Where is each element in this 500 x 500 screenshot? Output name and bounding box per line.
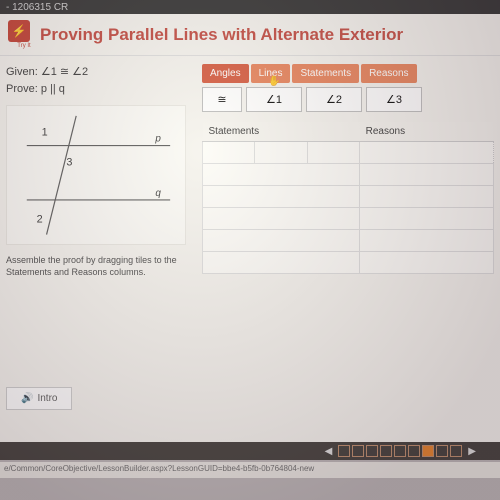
drop-cell[interactable] (203, 142, 255, 164)
line-q-label: q (155, 188, 161, 199)
tryit-badge: ⚡ Try It (8, 20, 40, 49)
tile-tray: ≅ ∠1 ∠2 ∠3 (202, 87, 494, 112)
table-row (203, 252, 494, 274)
nav-step[interactable] (352, 445, 364, 457)
nav-step[interactable] (366, 445, 378, 457)
nav-step-current[interactable] (422, 445, 434, 457)
transversal (47, 116, 77, 235)
nav-step[interactable] (436, 445, 448, 457)
tile-category-tabs: Angles Lines Statements Reasons ✋ (202, 64, 494, 83)
table-row (203, 186, 494, 208)
drop-cell[interactable] (203, 208, 360, 230)
given-text: ∠1 ≅ ∠2 (41, 66, 88, 78)
lightning-icon: ⚡ (12, 25, 27, 37)
address-bar: e/Common/CoreObjective/LessonBuilder.asp… (0, 462, 500, 478)
intro-button[interactable]: 🔊 Intro (6, 387, 72, 410)
table-row (203, 142, 494, 164)
drop-cell[interactable] (360, 208, 494, 230)
lesson-title: Proving Parallel Lines with Alternate Ex… (40, 25, 403, 45)
drop-cell[interactable] (203, 164, 360, 186)
drop-cell[interactable] (360, 252, 494, 274)
right-column: Angles Lines Statements Reasons ✋ ≅ ∠1 ∠… (202, 64, 494, 278)
drop-cell[interactable] (255, 142, 307, 164)
drop-cell[interactable] (360, 186, 494, 208)
drop-cell[interactable] (203, 252, 360, 274)
diagram-svg: 1 3 2 p q (7, 106, 185, 244)
drop-cell[interactable] (360, 164, 494, 186)
given-label: Given: (6, 66, 38, 78)
tryit-label: Try It (17, 43, 30, 49)
tab-reasons[interactable]: Reasons (361, 64, 416, 83)
lesson-header: ⚡ Try It Proving Parallel Lines with Alt… (0, 14, 500, 56)
table-row (203, 230, 494, 252)
drop-cell[interactable] (203, 230, 360, 252)
speaker-icon: 🔊 (21, 393, 33, 404)
angle-2-label: 2 (37, 214, 43, 226)
left-column: Given: ∠1 ≅ ∠2 Prove: p || q 1 3 2 p q A… (6, 64, 196, 278)
instructions-text: Assemble the proof by dragging tiles to … (6, 255, 196, 278)
drop-cell[interactable] (203, 186, 360, 208)
tile-angle1[interactable]: ∠1 (246, 87, 302, 112)
nav-step[interactable] (450, 445, 462, 457)
tab-angles[interactable]: Angles (202, 64, 249, 83)
drop-cell[interactable] (360, 142, 494, 164)
nav-prev-button[interactable]: ◀ (321, 446, 337, 457)
content-area: Given: ∠1 ≅ ∠2 Prove: p || q 1 3 2 p q A… (0, 56, 500, 286)
tile-angle2[interactable]: ∠2 (306, 87, 362, 112)
nav-step[interactable] (380, 445, 392, 457)
col-header-statements: Statements (203, 122, 360, 142)
table-row (203, 164, 494, 186)
nav-step[interactable] (394, 445, 406, 457)
nav-next-button[interactable]: ▶ (464, 446, 480, 457)
angle-3-label: 3 (66, 156, 72, 168)
table-row (203, 208, 494, 230)
tab-lines[interactable]: Lines (251, 64, 291, 83)
angle-1-label: 1 (42, 127, 48, 139)
tile-angle3[interactable]: ∠3 (366, 87, 422, 112)
drop-cell[interactable] (360, 230, 494, 252)
geometry-diagram: 1 3 2 p q (6, 105, 186, 245)
drop-cell[interactable] (307, 142, 359, 164)
proof-table: Statements Reasons (202, 122, 494, 274)
line-p-label: p (154, 134, 161, 145)
intro-label: Intro (37, 393, 57, 404)
given-prove-block: Given: ∠1 ≅ ∠2 Prove: p || q (6, 64, 196, 97)
nav-step[interactable] (338, 445, 350, 457)
app-window: - 1206315 CR ⚡ Try It Proving Parallel L… (0, 0, 500, 460)
prove-label: Prove: (6, 83, 38, 95)
col-header-reasons: Reasons (360, 122, 494, 142)
progress-nav: ◀ ▶ (0, 442, 500, 460)
window-titlebar: - 1206315 CR (0, 0, 500, 14)
footer: 🔊 Intro (6, 387, 72, 410)
prove-text: p || q (41, 83, 65, 95)
nav-step[interactable] (408, 445, 420, 457)
tab-statements[interactable]: Statements (292, 64, 359, 83)
tile-congruent[interactable]: ≅ (202, 87, 242, 112)
